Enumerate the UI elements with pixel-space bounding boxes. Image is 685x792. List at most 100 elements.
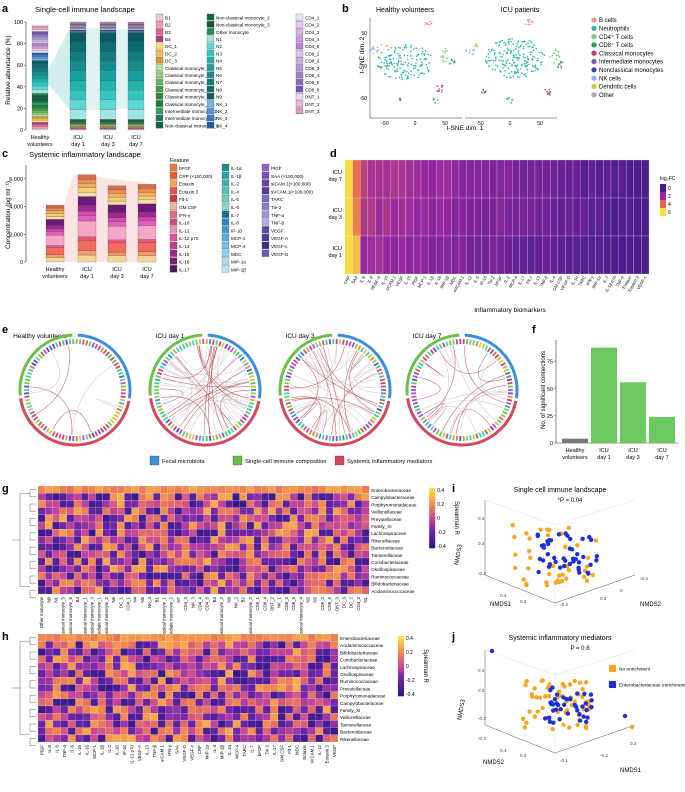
correlation-cell	[173, 699, 181, 706]
circos-segment	[36, 357, 40, 360]
correlation-cell	[52, 572, 59, 579]
circos-segment	[228, 430, 231, 434]
correlation-cell	[103, 500, 110, 507]
correlation-cell	[76, 663, 84, 670]
circos-segment	[251, 396, 256, 397]
correlation-cell	[143, 706, 151, 713]
correlation-cell	[132, 522, 139, 529]
stack-segment	[100, 124, 116, 125]
circos-segment	[225, 431, 227, 435]
scale-swatch	[429, 540, 435, 542]
correlation-cell	[88, 508, 95, 515]
legend-swatch	[262, 187, 269, 194]
circos-chord	[425, 406, 475, 433]
heatmap-cell	[391, 160, 399, 198]
circos-segment	[236, 424, 239, 428]
tsne-point	[425, 50, 427, 52]
x-label-line2: day 7	[129, 142, 142, 148]
axis-tick-label: -0.4	[478, 736, 486, 741]
legend-swatch	[296, 50, 303, 56]
tsne-tick-label: 50	[361, 31, 367, 37]
correlation-cell	[225, 508, 232, 515]
correlation-cell	[136, 663, 144, 670]
scale-tick-label: 0.4	[437, 488, 444, 494]
nmds-point-no-enrichment	[521, 577, 525, 581]
correlation-cell	[106, 634, 114, 641]
correlation-cell	[61, 663, 69, 670]
tsne-point	[503, 50, 505, 52]
axis-tick-label: 0.2	[478, 688, 485, 693]
tsne-point	[413, 75, 415, 77]
circos-segment	[50, 346, 53, 350]
tsne-point	[518, 53, 520, 55]
correlation-cell	[293, 634, 301, 641]
correlation-cell	[301, 634, 309, 641]
tsne-point	[386, 57, 388, 59]
correlation-cell	[323, 699, 331, 706]
circos-chord	[37, 345, 70, 413]
correlation-cell	[204, 551, 211, 558]
stack-segment	[100, 29, 116, 30]
stack-segment	[100, 123, 116, 124]
correlation-cell	[143, 656, 151, 663]
tsne-point	[549, 56, 551, 58]
correlation-cell	[110, 580, 117, 587]
correlation-cell	[211, 634, 219, 641]
correlation-cell	[110, 536, 117, 543]
x-label-line1: ICU	[82, 267, 92, 273]
tsne-point	[447, 50, 449, 52]
correlation-cell	[136, 684, 144, 691]
correlation-cell	[308, 677, 316, 684]
correlation-cell	[256, 663, 264, 670]
stack-segment	[32, 43, 48, 45]
correlation-cell	[226, 706, 234, 713]
circos-segment	[370, 357, 374, 360]
correlation-cell	[316, 735, 324, 742]
nmds-point-no-enrichment	[544, 580, 548, 584]
scale-tick-label: -0.2	[437, 530, 446, 536]
legend-label: bFGF	[179, 166, 191, 171]
correlation-cell	[68, 641, 76, 648]
legend-label: N6	[216, 73, 222, 78]
circos-segment	[248, 406, 253, 408]
correlation-cell	[168, 508, 175, 515]
circos-segment	[247, 409, 252, 411]
nmds-point-no-enrichment	[591, 573, 595, 577]
circos-segment	[116, 366, 120, 368]
stack-segment	[32, 53, 48, 55]
circos-segment	[411, 383, 416, 384]
correlation-cell	[143, 692, 151, 699]
correlation-cell	[211, 572, 218, 579]
correlation-cell	[312, 544, 319, 551]
circos-segment	[294, 360, 298, 363]
legend-swatch	[156, 115, 163, 121]
legend-label: DC_3	[165, 59, 177, 64]
correlation-cell	[158, 728, 166, 735]
correlation-cell	[117, 565, 124, 572]
y-tick-label: 100	[14, 20, 23, 26]
circos-segment	[423, 420, 427, 423]
correlation-cell	[52, 551, 59, 558]
correlation-cell	[181, 634, 189, 641]
tsne-point	[544, 89, 546, 91]
tsne-point	[395, 77, 397, 79]
scale-swatch	[429, 518, 435, 520]
correlation-cell	[146, 572, 153, 579]
correlation-cell	[196, 493, 203, 500]
correlation-cell	[68, 677, 76, 684]
correlation-cell	[103, 587, 110, 594]
tsne-point	[496, 42, 498, 44]
dendrogram-branch	[30, 652, 36, 659]
stack-segment	[32, 39, 48, 41]
nmds-point-enrichment	[586, 571, 590, 575]
stack-segment	[70, 125, 86, 126]
correlation-cell	[333, 558, 340, 565]
circos-segment	[425, 422, 429, 425]
legend-label: B cells	[599, 18, 617, 24]
correlation-cell	[316, 699, 324, 706]
legend-dot	[591, 92, 596, 97]
correlation-cell	[53, 663, 61, 670]
correlation-cell	[232, 544, 239, 551]
correlation-cell	[46, 641, 54, 648]
correlation-cell	[225, 486, 232, 493]
